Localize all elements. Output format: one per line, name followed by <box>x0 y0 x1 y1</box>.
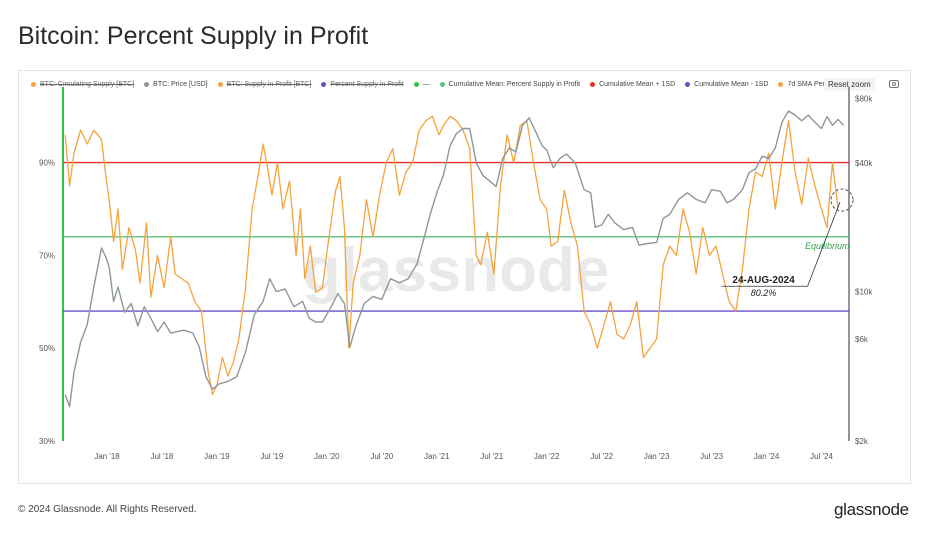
legend-item[interactable]: BTC: Price [USD] <box>144 80 208 88</box>
glassnode-logo: glassnode <box>834 500 909 519</box>
legend-dot-icon <box>439 81 445 87</box>
x-axis-tick-label: Jul '18 <box>150 452 173 461</box>
page-title: Bitcoin: Percent Supply in Profit <box>18 22 369 50</box>
x-axis-tick-label: Jan '22 <box>534 452 560 461</box>
x-axis-tick-label: Jan '21 <box>424 452 450 461</box>
right-axis-tick-label: $40k <box>855 159 873 168</box>
x-axis-tick-label: Jul '24 <box>810 452 833 461</box>
legend-label: 7d SMA Percent Sup <box>787 80 831 88</box>
legend-dot-icon <box>685 81 691 87</box>
chart-legend: BTC: Circulating Supply [BTC] BTC: Price … <box>31 77 831 91</box>
x-axis-tick-label: Jul '23 <box>700 452 723 461</box>
x-axis-tick-label: Jul '21 <box>480 452 503 461</box>
legend-label: Percent Supply in Profit <box>330 80 404 88</box>
legend-dot-icon <box>778 81 784 87</box>
x-axis-tick-label: Jul '20 <box>370 452 393 461</box>
left-axis-tick-label: 90% <box>39 159 55 168</box>
legend-dot-icon <box>413 81 419 87</box>
legend-item[interactable]: Percent Supply in Profit <box>321 80 404 88</box>
legend-dot-icon <box>217 81 223 87</box>
legend-item[interactable]: BTC: Supply in Profit [BTC] <box>217 80 312 88</box>
copyright-text: © 2024 Glassnode. All Rights Reserved. <box>18 504 197 515</box>
equilibrium-label: Equilibrium <box>805 241 850 251</box>
right-axis-tick-label: $10k <box>855 288 873 297</box>
legend-item[interactable]: Cumulative Mean: Percent Supply in Profi… <box>439 80 581 88</box>
x-axis-tick-label: Jan '23 <box>644 452 670 461</box>
camera-icon[interactable] <box>889 80 899 88</box>
highlight-circle <box>830 188 854 212</box>
legend-dot-icon <box>321 81 327 87</box>
right-axis-tick-label: $6k <box>855 335 869 344</box>
chart-plot: glassnode 90% 70% 50% 30% $80k $40k $10k $6k $2k J… <box>39 87 873 461</box>
legend-dot-icon <box>144 81 150 87</box>
chart-frame: BTC: Circulating Supply [BTC] BTC: Price … <box>18 70 911 484</box>
legend-label: Cumulative Mean - 1SD <box>694 80 769 88</box>
legend-item[interactable]: 7d SMA Percent Sup <box>778 81 831 88</box>
legend-label: BTC: Circulating Supply [BTC] <box>40 80 135 88</box>
right-axis-tick-label: $2k <box>855 437 869 446</box>
legend-dot-icon <box>590 81 596 87</box>
x-axis-tick-label: Jan '18 <box>94 452 120 461</box>
legend-dot-icon <box>31 81 36 87</box>
legend-label: Cumulative Mean: Percent Supply in Profi… <box>448 80 581 88</box>
legend-label: BTC: Supply in Profit [BTC] <box>226 80 312 88</box>
left-axis-tick-label: 30% <box>39 437 55 446</box>
legend-item[interactable]: Cumulative Mean + 1SD <box>590 81 675 88</box>
left-axis-tick-label: 70% <box>39 251 55 260</box>
legend-item[interactable]: — <box>413 80 430 88</box>
x-axis-tick-label: Jul '19 <box>260 452 283 461</box>
left-axis-tick-label: 50% <box>39 344 55 353</box>
legend-item[interactable]: BTC: Circulating Supply [BTC] <box>31 81 134 88</box>
annotation-date-label: 24-AUG-2024 <box>732 275 795 286</box>
watermark-text: glassnode <box>303 236 610 305</box>
annotation-value-label: 80.2% <box>751 288 777 298</box>
annotation-leader-line <box>807 201 841 287</box>
legend-label: BTC: Price [USD] <box>153 80 208 88</box>
x-axis-tick-label: Jan '24 <box>754 452 780 461</box>
percent-supply-sma-line <box>64 115 839 396</box>
right-axis-tick-label: $80k <box>855 95 873 104</box>
legend-label: Cumulative Mean + 1SD <box>599 80 676 88</box>
x-axis-tick-label: Jan '19 <box>204 452 230 461</box>
x-axis-tick-label: Jul '22 <box>590 452 613 461</box>
btc-price-line <box>64 110 845 408</box>
legend-item[interactable]: Cumulative Mean - 1SD <box>685 81 768 88</box>
x-axis-tick-label: Jan '20 <box>314 452 340 461</box>
legend-label: — <box>422 80 430 88</box>
reset-zoom-button[interactable]: Reset zoom <box>824 78 875 91</box>
